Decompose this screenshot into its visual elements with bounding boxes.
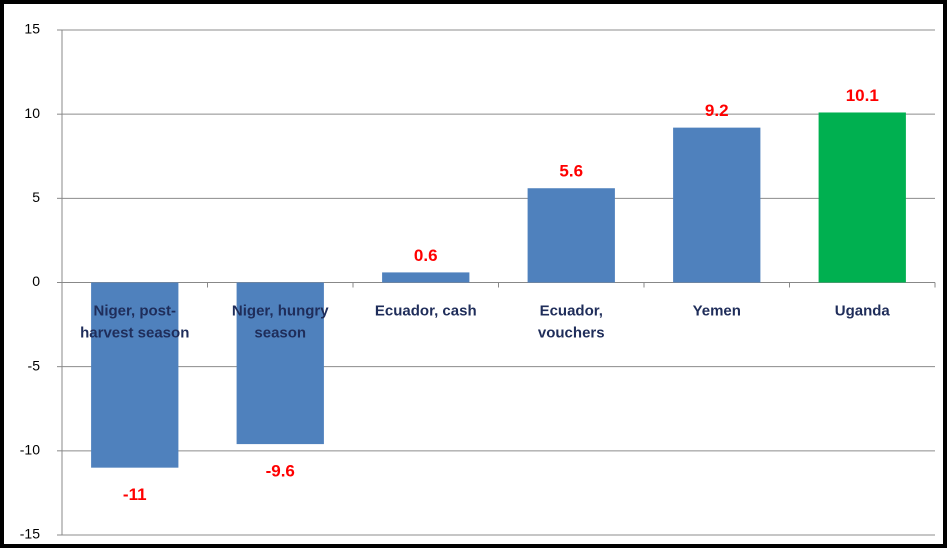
x-tick-label: Niger, hungry — [232, 302, 329, 319]
y-tick-label: 5 — [32, 189, 40, 205]
x-tick-label: Yemen — [693, 302, 741, 319]
bar — [91, 282, 179, 468]
data-label: 0.6 — [414, 246, 438, 265]
data-label: -11 — [123, 485, 147, 504]
bar — [527, 188, 615, 283]
x-tick-label: Ecuador, cash — [375, 302, 477, 319]
y-tick-label: 15 — [24, 21, 40, 37]
x-tick-label: harvest season — [80, 324, 189, 341]
bar — [818, 112, 906, 283]
x-tick-label: vouchers — [538, 324, 605, 341]
y-tick-label: -15 — [20, 526, 40, 542]
y-tick-label: 10 — [24, 105, 40, 121]
x-tick-label: Niger, post- — [93, 302, 176, 319]
x-tick-label: season — [254, 324, 306, 341]
x-tick-label: Uganda — [835, 302, 891, 319]
x-tick-label: Ecuador, — [540, 302, 603, 319]
y-tick-label: -5 — [28, 357, 41, 373]
bar — [236, 282, 324, 445]
y-tick-label: 0 — [32, 273, 40, 289]
bar — [673, 127, 761, 283]
data-label: 10.1 — [846, 86, 879, 105]
y-tick-label: -10 — [20, 442, 40, 458]
data-label: -9.6 — [266, 462, 295, 481]
bar — [382, 272, 470, 283]
data-label: 9.2 — [705, 101, 729, 120]
data-label: 5.6 — [559, 162, 583, 181]
